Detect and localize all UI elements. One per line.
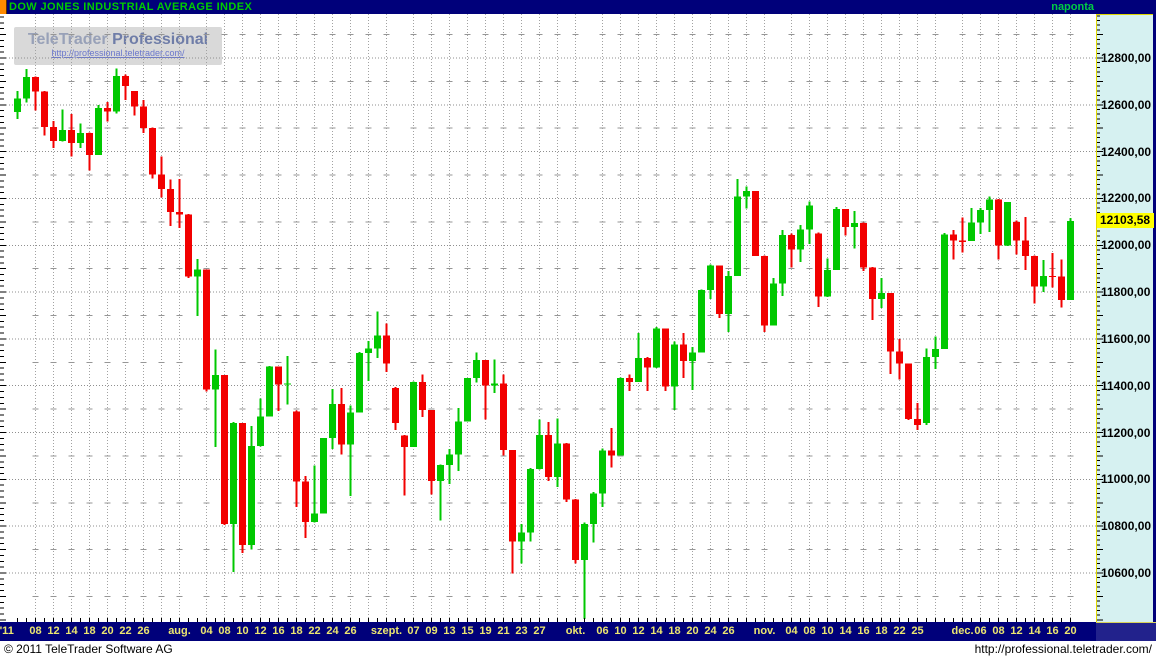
price-axis-label: 11600,00 (1101, 331, 1151, 346)
price-axis-label: 11800,00 (1101, 285, 1151, 300)
date-axis-label: 16 (857, 625, 870, 637)
instrument-title: DOW JONES INDUSTRIAL AVERAGE INDEX (9, 1, 253, 13)
status-url[interactable]: http://professional.teletrader.com/ (974, 642, 1152, 656)
date-axis-label: 08 (992, 625, 1005, 637)
interval-label[interactable]: naponta (1051, 1, 1094, 13)
date-axis-label: 16 (1046, 625, 1059, 637)
axis-right-border (1153, 0, 1156, 641)
date-axis-label: nov. (753, 625, 776, 637)
date-axis-label: 14 (839, 625, 852, 637)
status-bar: © 2011 TeleTrader Software AG http://pro… (0, 641, 1156, 659)
date-axis-label: 16 (272, 625, 285, 637)
date-axis-label: 14 (65, 625, 78, 637)
date-axis-label: 20 (1064, 625, 1077, 637)
date-axis-label: 07 (407, 625, 420, 637)
date-axis-label: aug. (168, 625, 191, 637)
date-axis-label: 14 (650, 625, 663, 637)
date-axis-label: 23 (515, 625, 528, 637)
date-axis-label: 04 (200, 625, 213, 637)
date-axis-label: 18 (83, 625, 96, 637)
date-axis-label: 10 (236, 625, 249, 637)
date-axis-label: 12 (47, 625, 60, 637)
date-axis-label: 18 (290, 625, 303, 637)
date-axis-label: 22 (119, 625, 132, 637)
date-axis-label: 15 (461, 625, 474, 637)
date-axis-label: 14 (1028, 625, 1041, 637)
price-axis-label: 11000,00 (1101, 472, 1151, 487)
chart-title-bar[interactable]: DOW JONES INDUSTRIAL AVERAGE INDEX napon… (0, 0, 1156, 14)
date-axis-label: 24 (326, 625, 339, 637)
date-axis-label: 19 (479, 625, 492, 637)
date-axis-label: 27 (533, 625, 546, 637)
date-axis-label: 20 (101, 625, 114, 637)
date-axis-corner (1096, 622, 1156, 641)
price-axis-label: 11200,00 (1101, 425, 1151, 440)
date-axis-label: 21 (497, 625, 510, 637)
date-axis-label: 09 (425, 625, 438, 637)
date-axis-label: szept. (370, 625, 403, 637)
date-axis-label: 12 (254, 625, 267, 637)
logo-product: Professional (112, 31, 209, 48)
price-axis-label: 12400,00 (1101, 144, 1152, 159)
date-axis-label: 12 (632, 625, 645, 637)
price-axis-label: 10800,00 (1101, 519, 1152, 534)
date-axis-label: 24 (704, 625, 717, 637)
date-axis-label: okt. (565, 625, 586, 637)
date-axis-label: 22 (893, 625, 906, 637)
date-axis-label: 06 (596, 625, 609, 637)
date-axis-label: 20 (686, 625, 699, 637)
date-axis-label: 18 (668, 625, 681, 637)
logo-url: http://professional.teletrader.com/ (51, 48, 185, 58)
date-axis-label: 22 (308, 625, 321, 637)
logo-brand: TeleTrader (27, 31, 108, 48)
price-axis-label: 10600,00 (1101, 566, 1152, 580)
price-axis-label: 12600,00 (1101, 97, 1152, 112)
date-axis-label: 08 (803, 625, 816, 637)
date-axis-label: 18 (875, 625, 888, 637)
date-axis-label: 13 (443, 625, 456, 637)
date-axis-label: 08 (29, 625, 42, 637)
teletrader-logo: TeleTrader Professional http://professio… (14, 27, 222, 65)
date-axis-label: 08 (218, 625, 231, 637)
date-axis-label: 26 (722, 625, 735, 637)
price-axis-label: 12800,00 (1101, 51, 1152, 65)
price-axis-label: 12000,00 (1101, 238, 1152, 253)
price-axis-label: 11400,00 (1101, 378, 1151, 393)
date-axis-label: 04 (785, 625, 798, 637)
date-axis-label: 10 (614, 625, 627, 637)
date-axis-label: 26 (344, 625, 357, 637)
copyright-text: © 2011 TeleTrader Software AG (4, 642, 173, 656)
date-axis-label: 12 (1010, 625, 1023, 637)
date-axis-label: '11 (0, 625, 14, 637)
date-axis-label: 06 (974, 625, 987, 637)
date-axis-label: 26 (137, 625, 150, 637)
date-axis-panel[interactable]: '11 08 12 14 18 20 22 26 aug. 04 08 10 12 16 18 22 24 26 s… (0, 622, 1156, 641)
date-axis-label: 25 (911, 625, 924, 637)
date-axis-label: 10 (821, 625, 834, 637)
price-axis-label: 12200,00 (1101, 191, 1152, 206)
last-price-tag: 12103,58 (1097, 213, 1154, 229)
window-grip-icon (0, 0, 7, 14)
date-axis-label: dec. (951, 625, 974, 637)
